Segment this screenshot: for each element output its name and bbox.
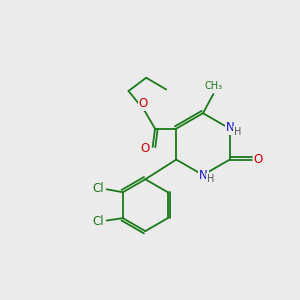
- Text: O: O: [141, 142, 150, 155]
- Text: N: N: [199, 169, 208, 182]
- Text: N: N: [226, 121, 235, 134]
- Text: Cl: Cl: [92, 182, 104, 195]
- Text: O: O: [139, 97, 148, 110]
- Text: CH₃: CH₃: [205, 81, 223, 91]
- Text: H: H: [207, 174, 214, 184]
- Text: O: O: [254, 153, 263, 166]
- Text: Cl: Cl: [92, 214, 104, 228]
- Text: H: H: [234, 127, 242, 136]
